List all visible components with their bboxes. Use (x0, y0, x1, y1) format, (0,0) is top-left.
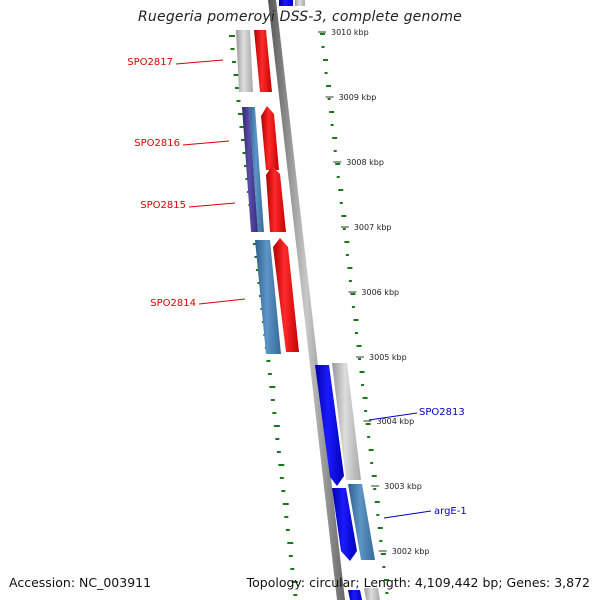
gene-label-SPO2813[interactable]: SPO2813 (368, 407, 465, 421)
partial-cds-top (279, 0, 293, 6)
gene-label-SPO2815[interactable]: SPO2815 (140, 200, 236, 211)
scale-label: 3003 kbp (384, 482, 422, 491)
gene-label-SPO2816[interactable]: SPO2816 (134, 138, 230, 149)
scale-label: 3005 kbp (369, 353, 407, 362)
partial-cog-bottom (364, 588, 380, 600)
label-text: SPO2814 (150, 298, 196, 309)
cog-bar (348, 484, 375, 560)
label-text: SPO2813 (419, 407, 465, 418)
genome-summary-text: Topology: circular; Length: 4,109,442 bp… (246, 575, 590, 590)
label-text: SPO2815 (140, 200, 186, 211)
gc-content-track-right (320, 33, 389, 594)
scale-label: 3008 kbp (346, 158, 384, 167)
callout-line (182, 140, 230, 146)
cds-arrow (332, 488, 357, 561)
gene-label-argE-1[interactable]: argE-1 (383, 506, 467, 519)
gene-label-SPO2814[interactable]: SPO2814 (150, 298, 246, 309)
gene-SPO2813[interactable] (315, 363, 361, 486)
gene-SPO2817[interactable] (236, 30, 272, 92)
callout-line (188, 202, 236, 208)
partial-cds-bottom (348, 590, 362, 600)
cds-arrow (266, 166, 286, 232)
kbp-scale: 3010 kbp 3009 kbp 3008 kbp 3007 kbp 3006 kbp… (318, 28, 429, 556)
label-text: argE-1 (434, 506, 467, 517)
genome-backbone (268, 0, 345, 600)
scale-label: 3006 kbp (361, 288, 399, 297)
cog-bar (249, 107, 264, 232)
cog-bar (242, 107, 258, 232)
callout-line (198, 298, 246, 305)
cog-bar (236, 30, 253, 92)
map-title: Ruegeria pomeroyi DSS-3, complete genome (138, 9, 462, 25)
cds-arrow (254, 30, 272, 92)
callout-line (368, 412, 418, 421)
gene-label-SPO2817[interactable]: SPO2817 (127, 57, 224, 68)
scale-label: 3010 kbp (331, 28, 369, 37)
callout-line (175, 59, 224, 65)
cds-arrow (315, 365, 344, 486)
accession-text: Accession: NC_003911 (9, 575, 152, 590)
scale-label: 3002 kbp (392, 547, 430, 556)
gene-SPO2815[interactable] (266, 166, 286, 232)
gene-SPO2816[interactable] (242, 106, 279, 232)
cds-arrow (273, 238, 299, 352)
label-text: SPO2817 (127, 57, 173, 68)
scale-label: 3009 kbp (339, 93, 377, 102)
scale-label: 3007 kbp (354, 223, 392, 232)
partial-cog-top (295, 0, 305, 6)
gene-argE-1[interactable] (332, 484, 375, 561)
gene-SPO2814[interactable] (255, 238, 299, 354)
label-text: SPO2816 (134, 138, 180, 149)
cog-bar (332, 363, 361, 480)
cds-arrow (261, 106, 279, 170)
scale-label: 3004 kbp (377, 417, 415, 426)
callout-line (383, 510, 432, 519)
cog-bar (255, 240, 281, 354)
